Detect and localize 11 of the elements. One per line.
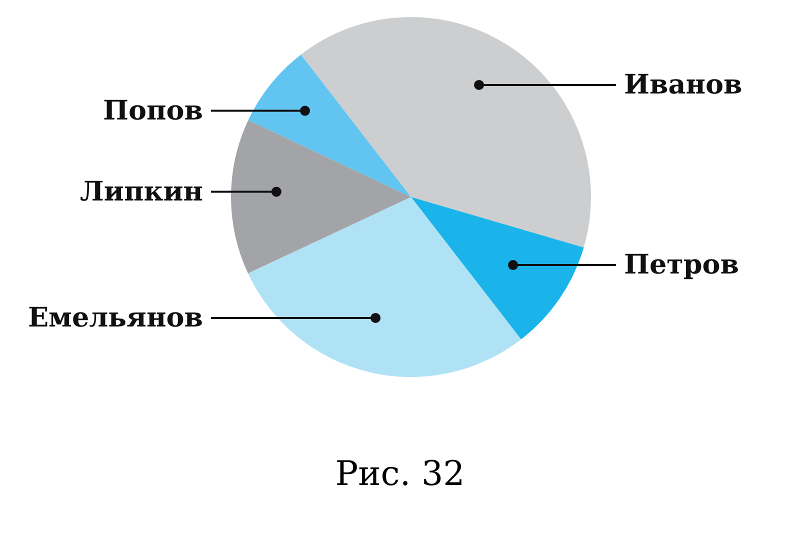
pie-slice: [231, 120, 411, 274]
slice-label: Попов: [102, 95, 203, 126]
pie-slice: [248, 54, 411, 197]
slice-label: Петров: [624, 250, 740, 281]
pie-slice: [300, 17, 591, 248]
pie-slice: [411, 197, 584, 340]
text: Рис. 32: [334, 454, 466, 494]
slice-label: Емельянов: [28, 302, 203, 334]
slice-label: Иванов: [624, 69, 742, 100]
pie-slice: [248, 197, 522, 377]
slice-label: Липкин: [80, 176, 203, 208]
